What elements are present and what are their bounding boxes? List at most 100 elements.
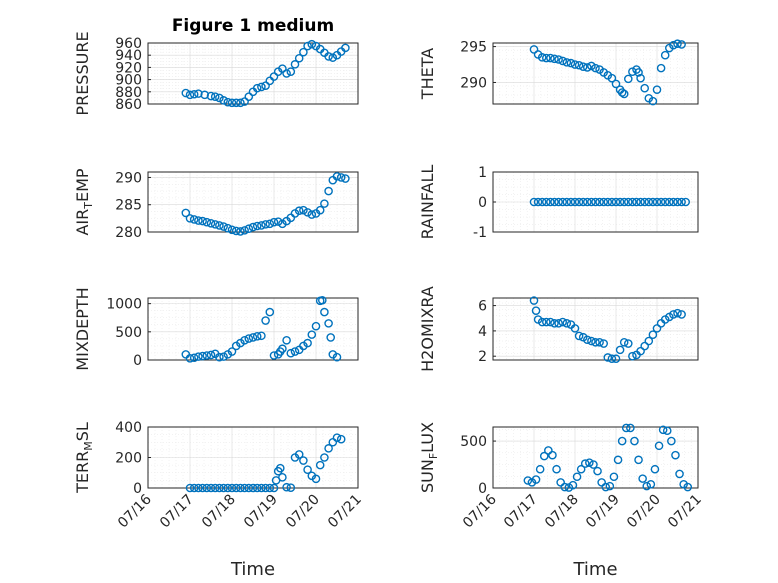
data-point bbox=[601, 482, 611, 492]
x-tick-label: 07/20 bbox=[283, 492, 323, 532]
data-point bbox=[269, 483, 279, 493]
data-point bbox=[332, 352, 342, 362]
data-point bbox=[554, 197, 563, 207]
data-point bbox=[570, 60, 580, 69]
data-point bbox=[248, 222, 258, 232]
data-point bbox=[640, 83, 650, 93]
data-point bbox=[554, 55, 563, 64]
data-point bbox=[632, 197, 641, 207]
subplot-4: -1 0 1 bbox=[473, 165, 699, 241]
axes-frame bbox=[147, 297, 359, 361]
data-point bbox=[282, 482, 291, 492]
data-point bbox=[240, 335, 249, 345]
y-axis-label: RAINFALL bbox=[418, 165, 437, 240]
data-point bbox=[198, 483, 207, 493]
data-point bbox=[630, 436, 639, 446]
data-point bbox=[273, 217, 283, 226]
data-point bbox=[566, 58, 576, 68]
data-point bbox=[607, 354, 617, 364]
data-point bbox=[576, 464, 586, 474]
data-point bbox=[240, 483, 249, 493]
data-point bbox=[265, 483, 275, 493]
data-point bbox=[636, 197, 645, 207]
data-point bbox=[675, 469, 684, 479]
x-tick-label: 07/21 bbox=[325, 492, 365, 532]
data-point bbox=[591, 63, 600, 73]
data-point bbox=[624, 197, 633, 207]
data-point bbox=[311, 321, 321, 331]
data-point bbox=[248, 483, 258, 493]
axes-frame bbox=[492, 426, 699, 489]
data-point bbox=[236, 483, 245, 493]
data-point bbox=[261, 81, 270, 90]
data-point bbox=[529, 197, 539, 207]
data-point bbox=[189, 353, 199, 363]
x-tick-label: 07/18 bbox=[542, 492, 582, 532]
data-point bbox=[638, 474, 647, 483]
data-point bbox=[644, 197, 654, 207]
data-point bbox=[185, 214, 195, 223]
data-point bbox=[336, 434, 346, 444]
data-point bbox=[681, 197, 691, 207]
subplot-6: 2 4 6 bbox=[478, 296, 699, 365]
data-point bbox=[578, 197, 588, 207]
data-point bbox=[652, 85, 662, 94]
data-point bbox=[599, 339, 609, 348]
x-tick-label: 07/20 bbox=[624, 492, 664, 532]
data-point bbox=[265, 219, 275, 229]
data-point bbox=[328, 437, 338, 447]
data-point bbox=[562, 58, 572, 67]
y-tick-label: 0 bbox=[133, 353, 142, 369]
data-point bbox=[566, 197, 576, 207]
data-point bbox=[648, 197, 658, 207]
data-point bbox=[185, 354, 195, 363]
data-point bbox=[562, 197, 572, 207]
data-point bbox=[202, 483, 212, 493]
data-point bbox=[669, 310, 678, 319]
data-point bbox=[240, 226, 249, 235]
data-point bbox=[552, 464, 561, 474]
data-point bbox=[189, 483, 199, 493]
y-tick-label: 400 bbox=[115, 420, 142, 436]
y-axis-label: TERRMSL bbox=[73, 422, 95, 494]
data-point bbox=[535, 464, 545, 474]
x-tick-label: 07/19 bbox=[241, 492, 281, 532]
data-point bbox=[198, 216, 207, 226]
data-point bbox=[574, 197, 584, 207]
y-tick-label: 860 bbox=[115, 97, 142, 113]
data-point bbox=[548, 450, 557, 460]
y-tick-label: 4 bbox=[478, 324, 487, 340]
data-point bbox=[210, 92, 220, 101]
y-axis-label: THETA bbox=[418, 48, 437, 100]
data-point bbox=[215, 221, 224, 230]
data-point bbox=[583, 335, 592, 345]
data-point bbox=[595, 337, 604, 347]
y-axis-label: AIRTEMP bbox=[73, 168, 95, 235]
data-point bbox=[219, 96, 228, 105]
data-point bbox=[202, 217, 212, 227]
data-point bbox=[662, 426, 672, 436]
data-point bbox=[181, 88, 191, 98]
data-point bbox=[227, 225, 237, 235]
data-point bbox=[603, 353, 613, 362]
data-point bbox=[278, 64, 287, 73]
data-point bbox=[546, 53, 555, 63]
data-point bbox=[294, 450, 304, 459]
y-axis-label: SUNFLUX bbox=[418, 422, 440, 493]
y-tick-label: 0 bbox=[478, 481, 487, 497]
data-point bbox=[570, 197, 580, 207]
data-point bbox=[568, 480, 578, 490]
data-point bbox=[617, 88, 627, 97]
data-point bbox=[583, 63, 592, 72]
data-point bbox=[599, 197, 609, 207]
data-point bbox=[252, 221, 262, 231]
data-point bbox=[240, 97, 249, 106]
x-tick-label: 07/16 bbox=[115, 491, 155, 531]
data-point bbox=[558, 56, 568, 66]
data-point bbox=[315, 205, 325, 215]
data-point bbox=[336, 173, 346, 182]
subplot-5: 0 500 1000 bbox=[106, 295, 359, 369]
y-tick-label: 900 bbox=[115, 73, 142, 89]
data-point bbox=[656, 197, 666, 207]
data-point bbox=[558, 317, 568, 327]
